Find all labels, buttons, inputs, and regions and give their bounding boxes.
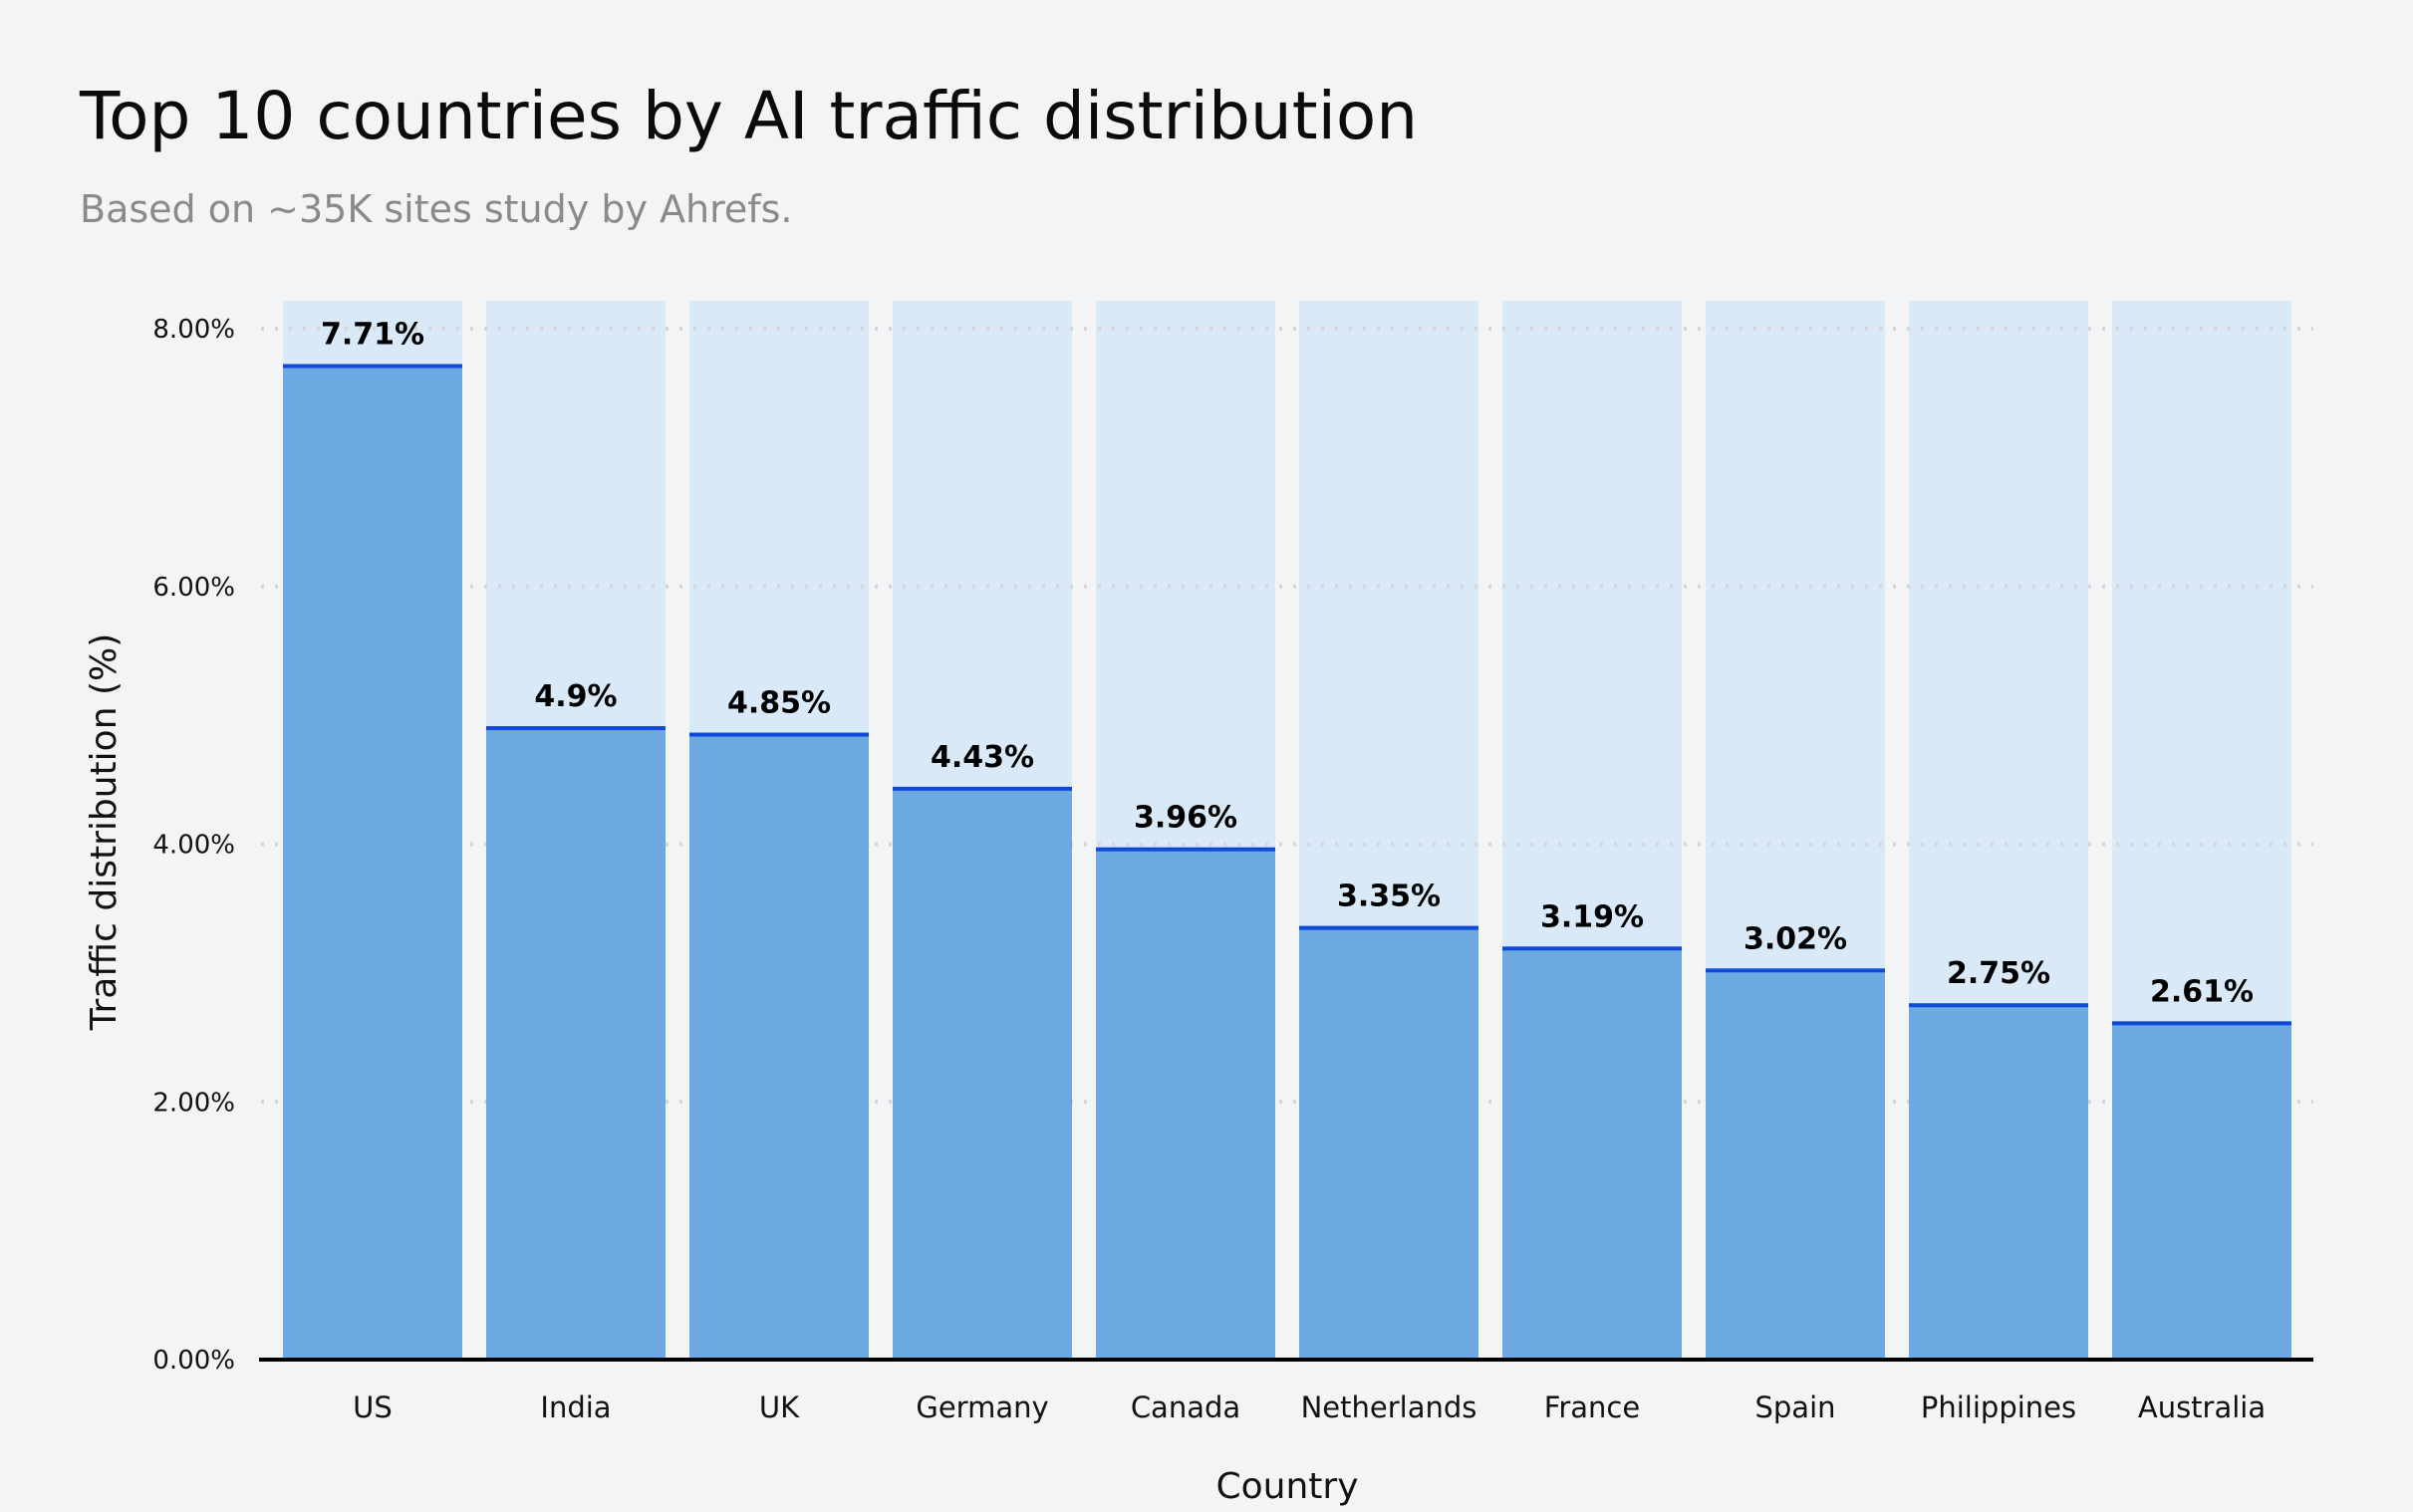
bar-top-line	[893, 786, 1072, 791]
bar-top-line	[1909, 1003, 2088, 1008]
chart-title: Top 10 countries by AI traffic distribut…	[80, 78, 1419, 154]
bar-top-line	[486, 726, 666, 731]
x-tick-label: Canada	[1131, 1390, 1240, 1424]
y-tick-label: 4.00%	[152, 831, 235, 861]
bar-top-line	[2112, 1021, 2291, 1026]
x-tick-label: France	[1544, 1390, 1640, 1424]
data-label: 3.35%	[1337, 880, 1441, 914]
bar-india	[486, 728, 666, 1360]
y-tick-label: 2.00%	[152, 1088, 235, 1118]
x-tick-label: Germany	[916, 1390, 1048, 1424]
bar-top-line	[1096, 847, 1275, 852]
data-label: 3.19%	[1540, 899, 1644, 934]
data-label: 4.43%	[931, 740, 1034, 775]
x-tick-label: UK	[759, 1390, 800, 1424]
bar-netherlands	[1299, 927, 1478, 1360]
bar-top-line	[689, 732, 869, 737]
x-tick-label: Australia	[2138, 1390, 2266, 1424]
x-tick-label: India	[540, 1390, 611, 1424]
x-tick-label: Netherlands	[1301, 1390, 1477, 1424]
bar-top-line	[283, 364, 462, 369]
y-tick-label: 6.00%	[152, 573, 235, 603]
bar-spain	[1706, 970, 1885, 1360]
chart-subtitle: Based on ~35K sites study by Ahrefs.	[80, 187, 793, 231]
bar-germany	[893, 788, 1072, 1360]
y-tick-label: 8.00%	[152, 315, 235, 345]
x-tick-label: US	[353, 1390, 393, 1424]
y-tick-label: 0.00%	[152, 1346, 235, 1376]
bar-australia	[2112, 1023, 2291, 1360]
y-axis-title: Traffic distribution (%)	[84, 633, 125, 1032]
data-label: 4.9%	[534, 679, 617, 714]
bar-philippines	[1909, 1005, 2088, 1360]
bar-france	[1502, 948, 1682, 1360]
data-label: 2.75%	[1947, 956, 2050, 991]
x-tick-label: Spain	[1754, 1390, 1835, 1424]
bar-us	[283, 366, 462, 1360]
data-label: 2.61%	[2150, 974, 2254, 1009]
bar-top-line	[1706, 968, 1885, 973]
bar-top-line	[1299, 925, 1478, 930]
bar-uk	[689, 734, 869, 1360]
bar-canada	[1096, 849, 1275, 1360]
data-label: 7.71%	[321, 318, 424, 353]
x-axis-title: Country	[1215, 1466, 1358, 1507]
bar-top-line	[1502, 946, 1682, 951]
data-label: 4.85%	[727, 686, 831, 721]
data-label: 3.96%	[1134, 801, 1237, 836]
x-tick-label: Philippines	[1921, 1390, 2076, 1424]
data-label: 3.02%	[1743, 921, 1847, 956]
